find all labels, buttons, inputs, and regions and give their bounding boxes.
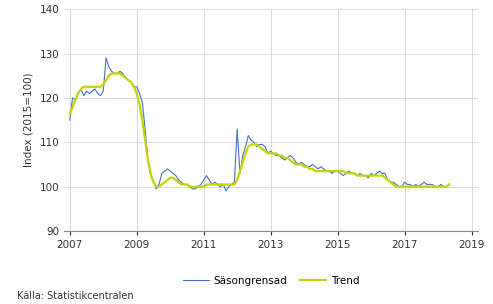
- Line: Säsongrensad: Säsongrensad: [70, 58, 449, 191]
- Trend: [153, 185, 159, 188]
- Säsongrensad: [123, 76, 129, 80]
- Trend: [108, 72, 114, 75]
- Säsongrensad: [67, 118, 73, 122]
- Legend: Säsongrensad, Trend: Säsongrensad, Trend: [178, 272, 364, 290]
- Trend: [212, 183, 218, 186]
- Y-axis label: Index (2015=100): Index (2015=100): [24, 73, 34, 168]
- Säsongrensad: [365, 176, 371, 180]
- Trend: [123, 76, 129, 80]
- Trend: [240, 161, 246, 164]
- Trend: [446, 183, 452, 186]
- Säsongrensad: [307, 165, 313, 168]
- Trend: [307, 167, 313, 171]
- Säsongrensad: [201, 178, 207, 182]
- Trend: [365, 174, 371, 178]
- Säsongrensad: [240, 154, 246, 157]
- Trend: [67, 112, 73, 115]
- Text: Källa: Statistikcentralen: Källa: Statistikcentralen: [17, 291, 134, 301]
- Line: Trend: Trend: [70, 74, 449, 187]
- Säsongrensad: [446, 183, 452, 186]
- Trend: [204, 183, 210, 186]
- Säsongrensad: [223, 189, 229, 193]
- Säsongrensad: [103, 56, 109, 60]
- Säsongrensad: [209, 183, 215, 186]
